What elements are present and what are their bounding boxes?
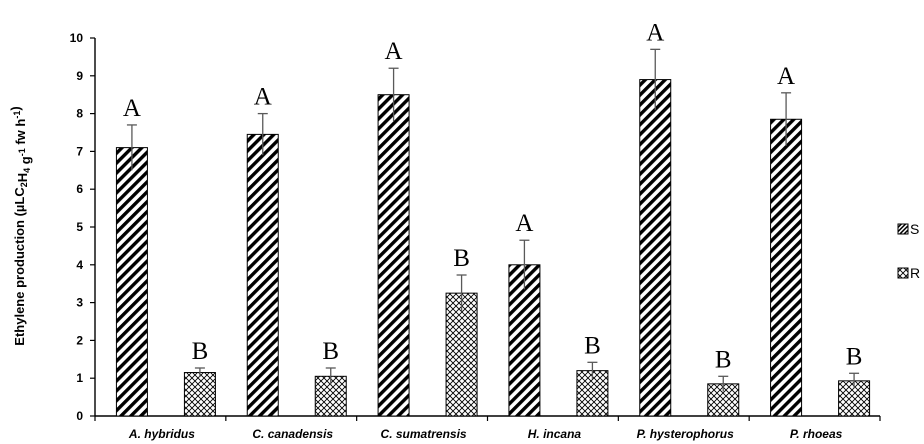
significance-letter: A	[385, 38, 403, 65]
x-tick-label: P. rhoeas	[790, 427, 843, 441]
bar-group-R: B	[314, 338, 347, 417]
bar-group-S: A	[246, 84, 279, 417]
bar-group-R: B	[838, 343, 871, 417]
y-tick-label: 9	[76, 69, 83, 83]
y-axis-label-part: 2	[19, 182, 29, 187]
significance-letter: A	[646, 19, 664, 46]
legend-swatch-S	[897, 223, 909, 235]
legend-label-R: R	[910, 265, 920, 281]
y-axis-label-part: Ethylene production (µLC	[12, 187, 27, 346]
x-tick-label: H. incana	[528, 427, 582, 441]
y-axis-label-part: g	[18, 156, 33, 168]
significance-letter: B	[584, 332, 601, 359]
bar-group-S: A	[508, 210, 541, 417]
y-tick-label: 3	[76, 296, 83, 310]
bar-S	[377, 94, 410, 417]
bar-group-R: B	[707, 346, 740, 417]
y-tick-label: 0	[76, 409, 83, 423]
y-tick-label: 4	[76, 258, 83, 272]
bar-S	[639, 79, 672, 417]
y-tick-label: 8	[76, 107, 83, 121]
y-tick-label: 10	[70, 31, 84, 45]
bar-group-R: B	[445, 245, 478, 417]
x-tick-label: C. canadensis	[252, 427, 333, 441]
y-axis-label-part: -1	[17, 148, 27, 156]
significance-letter: A	[254, 84, 272, 111]
y-axis-label-part: fw h	[13, 119, 28, 149]
significance-letter: A	[123, 95, 141, 122]
y-axis-label-part: 4	[22, 168, 32, 173]
legend-swatch-R	[897, 267, 909, 279]
significance-letter: B	[453, 245, 470, 272]
y-axis-label-part: H	[15, 173, 30, 182]
bar-group-S: A	[639, 19, 672, 417]
bar-S	[246, 133, 279, 417]
bar-group-R: B	[576, 332, 609, 417]
y-tick-label: 5	[76, 220, 83, 234]
significance-letter: B	[715, 346, 732, 373]
y-axis-label: Ethylene production (µLC2H4 g-1 fw h-1)	[8, 106, 33, 345]
y-tick-label: 6	[76, 182, 83, 196]
bar-group-S: A	[115, 95, 148, 417]
significance-letter: B	[846, 343, 863, 370]
significance-letter: A	[777, 63, 795, 90]
legend-label-S: S	[910, 221, 919, 237]
bar-group-S: A	[377, 38, 410, 417]
bar-group-S: A	[770, 63, 803, 417]
y-tick-label: 7	[76, 144, 83, 158]
significance-letter: A	[515, 210, 533, 237]
x-tick-label: P. hysterophorus	[637, 427, 734, 441]
bar-R	[183, 372, 216, 417]
x-tick-label: A. hybridus	[128, 427, 195, 441]
y-tick-label: 1	[76, 371, 83, 385]
bar-S	[770, 118, 803, 417]
significance-letter: B	[322, 338, 339, 365]
legend: SR	[897, 221, 920, 281]
y-axis-label-part: -1	[12, 111, 22, 119]
bar-R	[445, 292, 478, 417]
plot-area: 0 1 2 3 4 5 6 7 8 9 10 A. hybridus A B C. canadensis A B…	[70, 19, 881, 441]
bar-S	[115, 147, 148, 417]
y-tick-label: 2	[76, 333, 83, 347]
bar-group-R: B	[183, 338, 216, 417]
significance-letter: B	[192, 338, 209, 365]
y-axis-label-part: )	[8, 106, 23, 110]
x-tick-label: C. sumatrensis	[381, 427, 467, 441]
